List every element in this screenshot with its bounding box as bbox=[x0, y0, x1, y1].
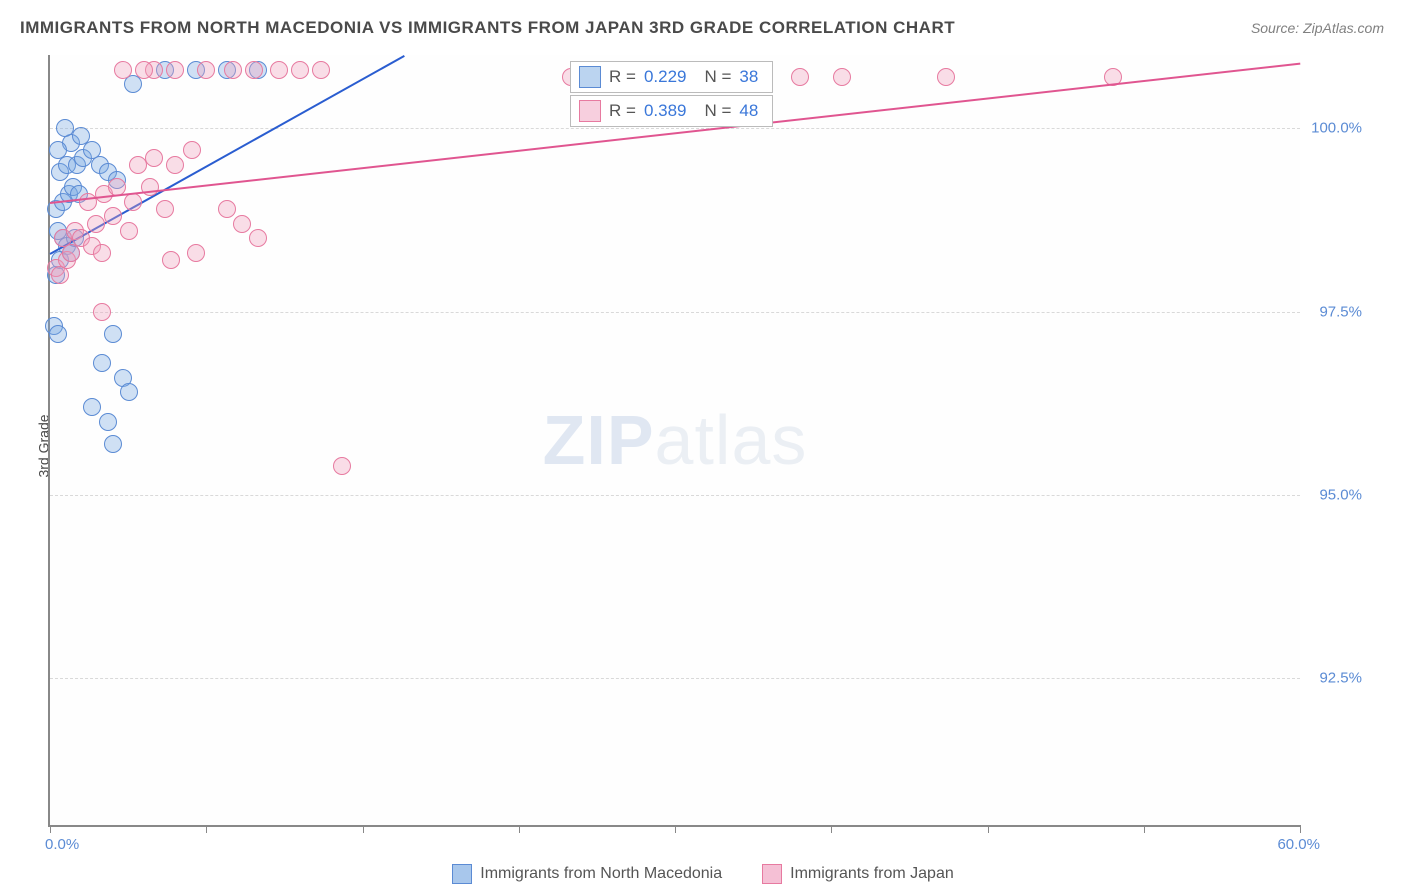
data-point bbox=[145, 149, 163, 167]
data-point bbox=[156, 200, 174, 218]
data-point bbox=[249, 229, 267, 247]
x-tick bbox=[519, 825, 520, 833]
data-point bbox=[218, 200, 236, 218]
data-point bbox=[129, 156, 147, 174]
y-tick-label: 97.5% bbox=[1319, 303, 1362, 320]
x-max-label: 60.0% bbox=[1277, 836, 1320, 853]
data-point bbox=[312, 61, 330, 79]
gridline bbox=[50, 678, 1300, 679]
data-point bbox=[93, 244, 111, 262]
gridline bbox=[50, 128, 1300, 129]
correlation-stat-box: R = 0.389 N = 48 bbox=[570, 95, 773, 127]
data-point bbox=[937, 68, 955, 86]
data-point bbox=[245, 61, 263, 79]
n-label: N = bbox=[704, 101, 731, 121]
data-point bbox=[87, 215, 105, 233]
r-value: 0.389 bbox=[644, 101, 687, 121]
y-tick-label: 95.0% bbox=[1319, 487, 1362, 504]
data-point bbox=[49, 141, 67, 159]
data-point bbox=[197, 61, 215, 79]
data-point bbox=[114, 61, 132, 79]
data-point bbox=[79, 193, 97, 211]
n-value: 48 bbox=[739, 101, 758, 121]
r-label: R = bbox=[609, 67, 636, 87]
data-point bbox=[166, 156, 184, 174]
data-point bbox=[291, 61, 309, 79]
data-point bbox=[83, 398, 101, 416]
source-value: ZipAtlas.com bbox=[1303, 20, 1384, 36]
data-point bbox=[270, 61, 288, 79]
data-point bbox=[72, 127, 90, 145]
data-point bbox=[135, 61, 153, 79]
chart-title: IMMIGRANTS FROM NORTH MACEDONIA VS IMMIG… bbox=[20, 18, 955, 38]
data-point bbox=[104, 435, 122, 453]
data-point bbox=[162, 251, 180, 269]
source-label: Source: bbox=[1251, 20, 1303, 36]
data-point bbox=[104, 207, 122, 225]
data-point bbox=[99, 413, 117, 431]
y-tick-label: 100.0% bbox=[1311, 120, 1362, 137]
n-value: 38 bbox=[739, 67, 758, 87]
data-point bbox=[233, 215, 251, 233]
x-tick bbox=[988, 825, 989, 833]
data-point bbox=[187, 244, 205, 262]
data-point bbox=[224, 61, 242, 79]
x-tick bbox=[675, 825, 676, 833]
x-min-label: 0.0% bbox=[45, 836, 79, 853]
stat-swatch-icon bbox=[579, 66, 601, 88]
data-point bbox=[104, 325, 122, 343]
correlation-stat-box: R = 0.229 N = 38 bbox=[570, 61, 773, 93]
x-tick bbox=[831, 825, 832, 833]
gridline bbox=[50, 312, 1300, 313]
source-attribution: Source: ZipAtlas.com bbox=[1251, 20, 1384, 36]
r-value: 0.229 bbox=[644, 67, 687, 87]
bottom-legend: Immigrants from North Macedonia Immigran… bbox=[0, 864, 1406, 884]
x-tick bbox=[363, 825, 364, 833]
data-point bbox=[791, 68, 809, 86]
data-point bbox=[166, 61, 184, 79]
watermark-bold: ZIP bbox=[543, 401, 655, 479]
legend-label: Immigrants from North Macedonia bbox=[480, 865, 722, 883]
r-label: R = bbox=[609, 101, 636, 121]
data-point bbox=[183, 141, 201, 159]
data-point bbox=[56, 119, 74, 137]
data-point bbox=[93, 303, 111, 321]
x-tick bbox=[206, 825, 207, 833]
x-tick bbox=[50, 825, 51, 833]
scatter-plot-area: ZIPatlas 100.0%97.5%95.0%92.5%0.0%60.0%R… bbox=[48, 55, 1300, 827]
data-point bbox=[333, 457, 351, 475]
n-label: N = bbox=[704, 67, 731, 87]
legend-item-macedonia: Immigrants from North Macedonia bbox=[452, 864, 722, 884]
watermark-rest: atlas bbox=[655, 401, 808, 479]
data-point bbox=[49, 325, 67, 343]
legend-swatch-icon bbox=[452, 864, 472, 884]
data-point bbox=[833, 68, 851, 86]
data-point bbox=[93, 354, 111, 372]
data-point bbox=[120, 383, 138, 401]
legend-item-japan: Immigrants from Japan bbox=[762, 864, 954, 884]
y-tick-label: 92.5% bbox=[1319, 670, 1362, 687]
x-tick bbox=[1144, 825, 1145, 833]
stat-swatch-icon bbox=[579, 100, 601, 122]
legend-label: Immigrants from Japan bbox=[790, 865, 954, 883]
legend-swatch-icon bbox=[762, 864, 782, 884]
watermark: ZIPatlas bbox=[543, 400, 808, 480]
data-point bbox=[120, 222, 138, 240]
gridline bbox=[50, 495, 1300, 496]
x-tick bbox=[1300, 825, 1301, 833]
